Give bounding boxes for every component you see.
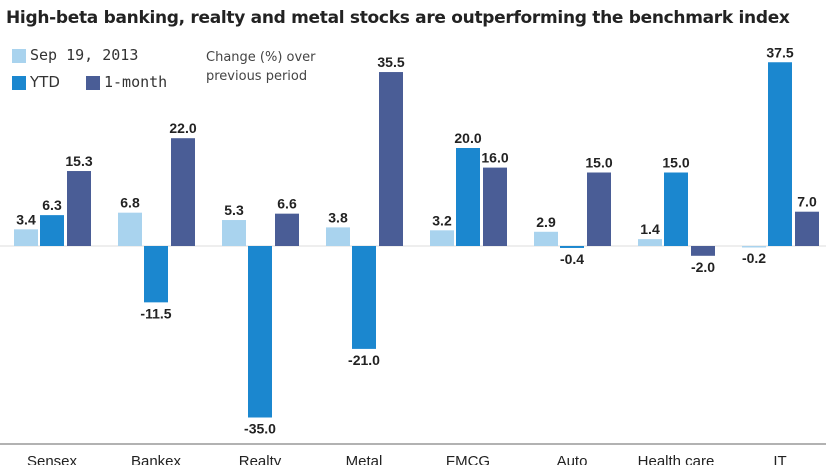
data-label: 2.9 — [536, 214, 556, 230]
bar-realty-0 — [222, 220, 246, 246]
data-label: 3.2 — [432, 212, 452, 228]
data-label: -35.0 — [244, 421, 276, 437]
bar-bankex-2 — [171, 138, 195, 246]
bar-fmcg-2 — [483, 167, 507, 246]
bar-bankex-0 — [118, 212, 142, 246]
data-label: -11.5 — [140, 305, 171, 321]
category-label: IT — [773, 453, 786, 465]
data-label: 15.3 — [65, 153, 92, 169]
data-label: 16.0 — [481, 150, 508, 166]
chart-note: Change (%) over previous period — [206, 50, 316, 84]
data-label: -2.0 — [691, 259, 715, 275]
data-label: 37.5 — [766, 44, 793, 60]
data-label: 6.6 — [277, 196, 297, 212]
data-label: 20.0 — [454, 130, 481, 146]
bar-realty-2 — [275, 213, 299, 246]
category-label: Metal — [346, 453, 383, 465]
category-label: Sensex — [27, 453, 78, 465]
bar-it-1 — [768, 62, 792, 246]
data-label: 35.5 — [377, 54, 404, 70]
data-label: 7.0 — [797, 194, 817, 210]
bar-it-0 — [742, 246, 766, 248]
legend-swatch-ytd — [12, 76, 26, 90]
data-label: 15.0 — [585, 155, 612, 171]
chart-title: High-beta banking, realty and metal stoc… — [6, 8, 790, 28]
bar-fmcg-0 — [430, 230, 454, 246]
legend-swatch-sep19 — [12, 49, 26, 63]
category-label: Auto — [557, 453, 588, 465]
legend-label-1month: 1-month — [104, 73, 168, 91]
bar-metal-1 — [352, 246, 376, 349]
bar-bankex-1 — [144, 246, 168, 303]
data-label: 1.4 — [640, 221, 660, 237]
bar-sensex-2 — [67, 171, 91, 246]
data-label: -0.4 — [560, 251, 584, 267]
data-label: 5.3 — [224, 202, 244, 218]
legend-label-sep19: Sep 19, 2013 — [30, 46, 139, 64]
bar-health-care-1 — [664, 172, 688, 246]
data-label: -21.0 — [348, 352, 380, 368]
bar-it-2 — [795, 211, 819, 246]
bar-realty-1 — [248, 246, 272, 418]
bar-auto-2 — [587, 172, 611, 246]
bar-health-care-0 — [638, 239, 662, 246]
category-label: FMCG — [446, 453, 490, 465]
category-label: Health care — [638, 453, 715, 465]
data-label: 3.8 — [328, 209, 348, 225]
bar-health-care-2 — [691, 246, 715, 256]
data-label: 6.8 — [120, 195, 140, 211]
legend-swatch-1month — [86, 76, 100, 90]
bar-fmcg-1 — [456, 148, 480, 246]
category-label: Realty — [239, 453, 282, 465]
data-label: 3.4 — [16, 211, 36, 227]
bar-metal-2 — [379, 72, 403, 246]
legend-label-ytd: YTD — [30, 73, 60, 91]
bar-sensex-1 — [40, 215, 64, 246]
bar-auto-0 — [534, 231, 558, 246]
bar-auto-1 — [560, 246, 584, 248]
data-label: -0.2 — [742, 250, 766, 266]
bar-sensex-0 — [14, 229, 38, 246]
data-label: 6.3 — [42, 197, 62, 213]
data-label: 22.0 — [169, 120, 196, 136]
bar-metal-0 — [326, 227, 350, 246]
category-label: Bankex — [131, 453, 182, 465]
data-label: 15.0 — [662, 155, 689, 171]
